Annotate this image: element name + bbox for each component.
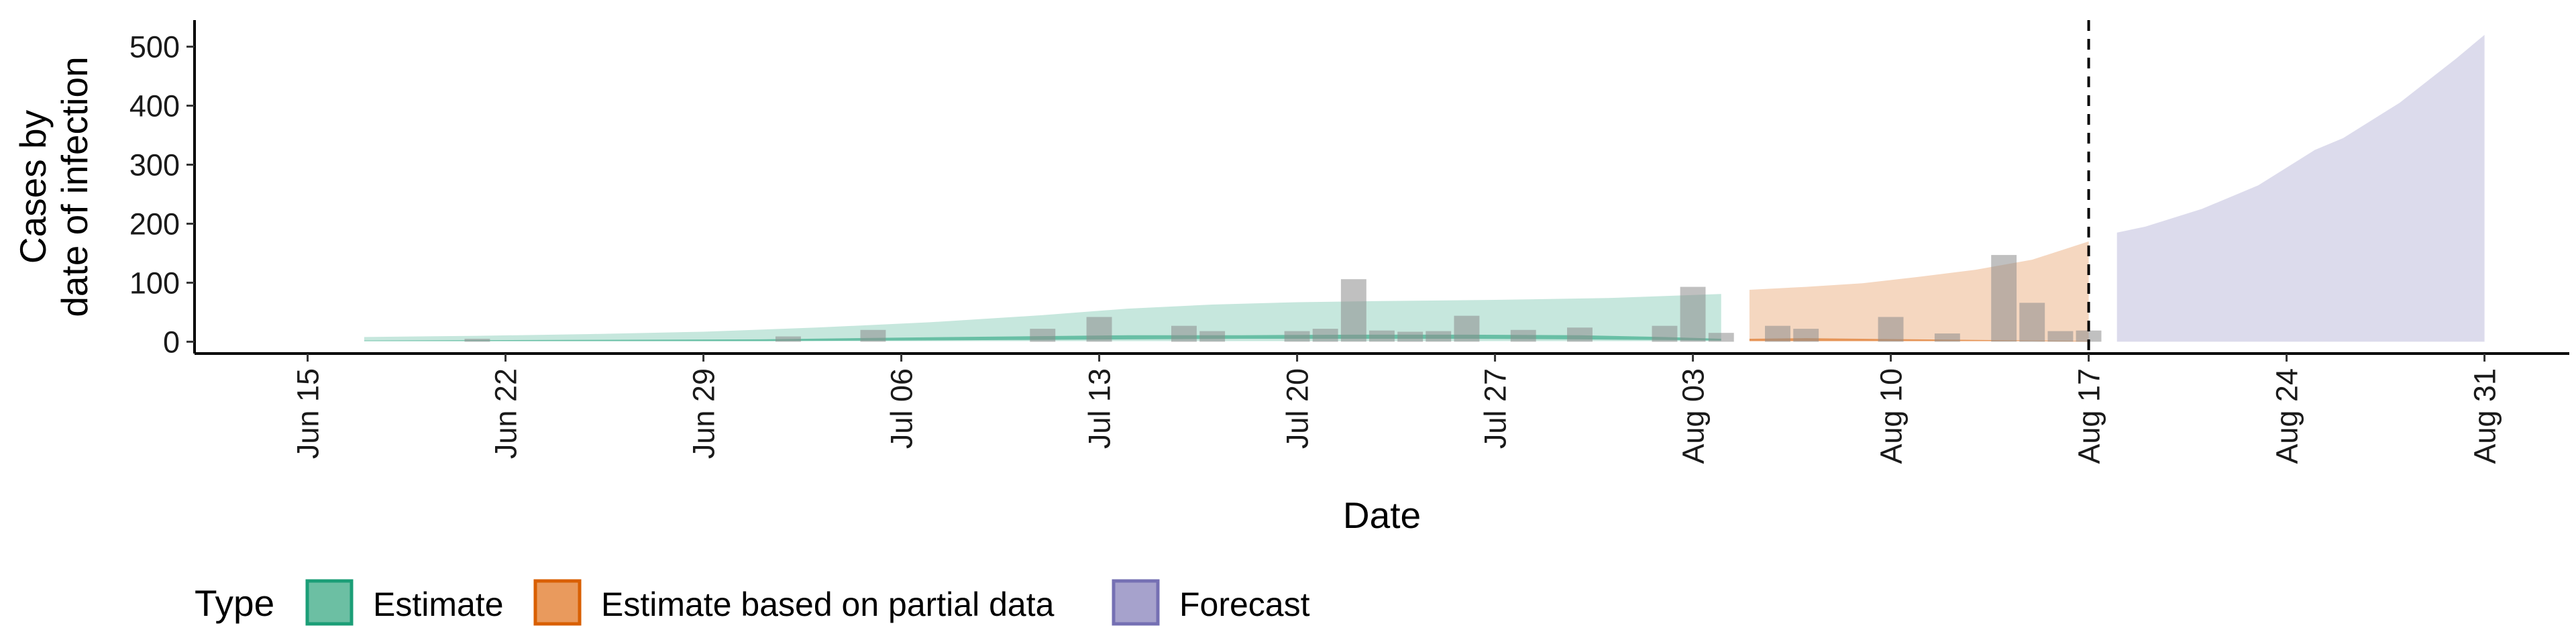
y-axis-title-line-1: Cases by bbox=[12, 109, 54, 264]
observed-case-bar bbox=[1397, 331, 1424, 342]
observed-case-bar bbox=[464, 339, 490, 342]
forecast-outer-band bbox=[2116, 35, 2485, 342]
observed-case-bar bbox=[1340, 279, 1366, 342]
observed-case-bar bbox=[1567, 327, 1593, 342]
observed-case-bar bbox=[1284, 331, 1310, 342]
observed-case-bar bbox=[1312, 329, 1338, 342]
observed-case-bar bbox=[1991, 255, 2017, 342]
legend-items: Estimate Estimate based on partial data Fo… bbox=[305, 579, 1310, 626]
x-ticks: Jun 15 Jun 22 Jun 29 Jul 06 Jul 13 Jul 20 Jul … bbox=[291, 354, 2502, 464]
bar-layer bbox=[464, 255, 2102, 342]
x-tick-label: Aug 24 bbox=[2270, 368, 2304, 464]
x-tick-label: Jul 27 bbox=[1479, 368, 1513, 449]
y-ticks: 0 100 200 300 400 500 bbox=[129, 30, 195, 359]
observed-case-bar bbox=[1199, 331, 1226, 342]
observed-case-bar bbox=[775, 336, 801, 342]
observed-case-bar bbox=[1426, 331, 1452, 342]
observed-case-bar bbox=[1510, 329, 1536, 342]
observed-case-bar bbox=[2047, 331, 2074, 342]
observed-case-bar bbox=[1934, 333, 1960, 342]
legend-label: Estimate bbox=[373, 586, 504, 623]
observed-case-bar bbox=[2019, 303, 2045, 342]
legend-swatch bbox=[305, 579, 354, 626]
x-tick-label: Jul 13 bbox=[1083, 368, 1117, 449]
legend-label: Forecast bbox=[1179, 586, 1310, 623]
x-tick-label: Jul 20 bbox=[1281, 368, 1315, 449]
observed-case-bar bbox=[1030, 329, 1056, 342]
x-tick-label: Aug 17 bbox=[2072, 368, 2106, 464]
axes-layer bbox=[193, 20, 2569, 355]
legend-label: Estimate based on partial data bbox=[601, 586, 1055, 623]
y-tick-label: 200 bbox=[129, 207, 180, 241]
observed-case-bar bbox=[1454, 315, 1480, 342]
y-tick-label: 500 bbox=[129, 30, 180, 64]
observed-case-bar bbox=[1652, 325, 1678, 342]
observed-case-bar bbox=[2076, 330, 2102, 342]
x-tick-label: Aug 10 bbox=[1874, 368, 1909, 464]
y-tick-label: 400 bbox=[129, 89, 180, 123]
band-layer bbox=[364, 35, 2485, 342]
observed-case-bar bbox=[1680, 286, 1706, 342]
x-tick-label: Jun 15 bbox=[291, 368, 325, 459]
x-tick-label: Jun 29 bbox=[687, 368, 721, 459]
x-axis-title: Date bbox=[1343, 494, 1421, 536]
observed-case-bar bbox=[860, 329, 886, 342]
observed-case-bar bbox=[1765, 325, 1790, 342]
y-tick-label: 0 bbox=[163, 325, 180, 359]
y-tick-label: 100 bbox=[129, 266, 180, 300]
x-tick-label: Aug 03 bbox=[1676, 368, 1711, 464]
y-axis-title-line-2: date of infection bbox=[54, 56, 95, 317]
legend-swatch bbox=[533, 579, 582, 626]
legend-swatch bbox=[1112, 579, 1160, 626]
observed-case-bar bbox=[1708, 333, 1734, 342]
x-tick-label: Jun 22 bbox=[489, 368, 523, 459]
y-tick-label: 300 bbox=[129, 148, 180, 182]
observed-case-bar bbox=[1793, 329, 1819, 342]
x-tick-label: Jul 06 bbox=[885, 368, 919, 449]
estimate-outer-band bbox=[364, 294, 1721, 341]
legend-title: Type bbox=[195, 582, 274, 624]
observed-case-bar bbox=[1086, 317, 1112, 342]
x-tick-label: Aug 31 bbox=[2468, 368, 2502, 464]
observed-case-bar bbox=[1171, 325, 1197, 342]
observed-case-bar bbox=[1369, 330, 1395, 342]
legend: Type Estimate Estimate based on partial d… bbox=[195, 579, 1310, 626]
observed-case-bar bbox=[1878, 317, 1904, 342]
